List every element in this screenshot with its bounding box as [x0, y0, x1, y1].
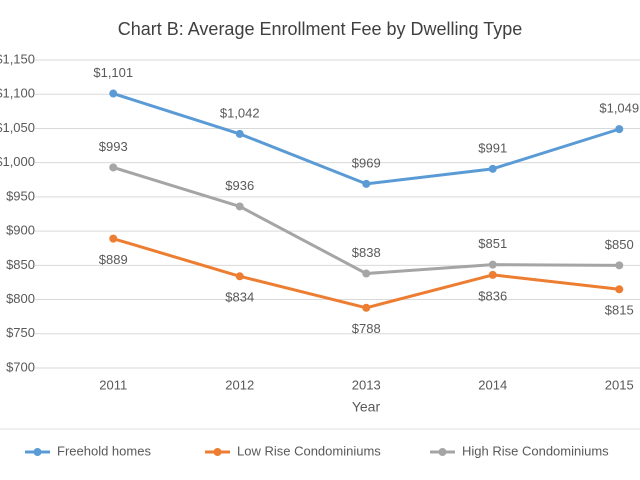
legend-label: Low Rise Condominiums — [237, 443, 381, 458]
data-label: $969 — [352, 155, 381, 170]
x-axis-title: Year — [352, 399, 381, 415]
x-tick-label: 2014 — [478, 377, 507, 392]
data-point — [488, 164, 497, 173]
data-point — [362, 303, 371, 312]
data-label: $850 — [605, 237, 634, 252]
data-point — [362, 269, 371, 278]
y-tick-label: $1,050 — [0, 120, 35, 135]
data-point — [615, 261, 624, 270]
data-label: $993 — [99, 139, 128, 154]
legend-marker — [213, 448, 222, 456]
y-tick-label: $950 — [6, 188, 35, 203]
data-label: $836 — [478, 288, 507, 303]
data-label: $815 — [605, 303, 634, 318]
data-label: $1,049 — [599, 101, 639, 116]
y-tick-label: $850 — [6, 257, 35, 272]
data-label: $838 — [352, 245, 381, 260]
legend-label: Freehold homes — [57, 443, 151, 458]
data-point — [235, 202, 244, 211]
data-point — [235, 129, 244, 138]
data-label: $936 — [225, 178, 254, 193]
data-point — [109, 163, 118, 172]
data-point — [235, 272, 244, 281]
data-point — [362, 179, 371, 188]
data-point — [109, 234, 118, 243]
data-label: $1,101 — [93, 65, 133, 80]
y-tick-label: $1,100 — [0, 86, 35, 101]
data-label: $851 — [478, 236, 507, 251]
data-label: $1,042 — [220, 105, 260, 120]
y-tick-label: $700 — [6, 359, 35, 374]
data-label: $788 — [352, 321, 381, 336]
data-point — [109, 89, 118, 98]
y-tick-label: $1,150 — [0, 51, 35, 66]
legend-marker — [33, 448, 42, 456]
data-label: $834 — [225, 290, 254, 305]
y-tick-label: $800 — [6, 291, 35, 306]
x-tick-label: 2011 — [99, 377, 127, 392]
y-tick-label: $900 — [6, 223, 35, 238]
data-point — [615, 285, 624, 294]
x-tick-label: 2013 — [352, 377, 381, 392]
x-tick-label: 2015 — [605, 377, 634, 392]
y-tick-label: $750 — [6, 325, 35, 340]
data-point — [615, 125, 624, 134]
data-label: $991 — [478, 140, 507, 155]
legend-label: High Rise Condominiums — [462, 443, 609, 458]
data-point — [488, 270, 497, 279]
series-line — [112, 92, 620, 186]
data-point — [488, 260, 497, 269]
y-tick-label: $1,000 — [0, 154, 35, 169]
x-tick-label: 2012 — [225, 377, 254, 392]
data-label: $889 — [99, 252, 128, 267]
legend-marker — [438, 448, 447, 456]
chart-title: Chart B: Average Enrollment Fee by Dwell… — [118, 19, 523, 39]
